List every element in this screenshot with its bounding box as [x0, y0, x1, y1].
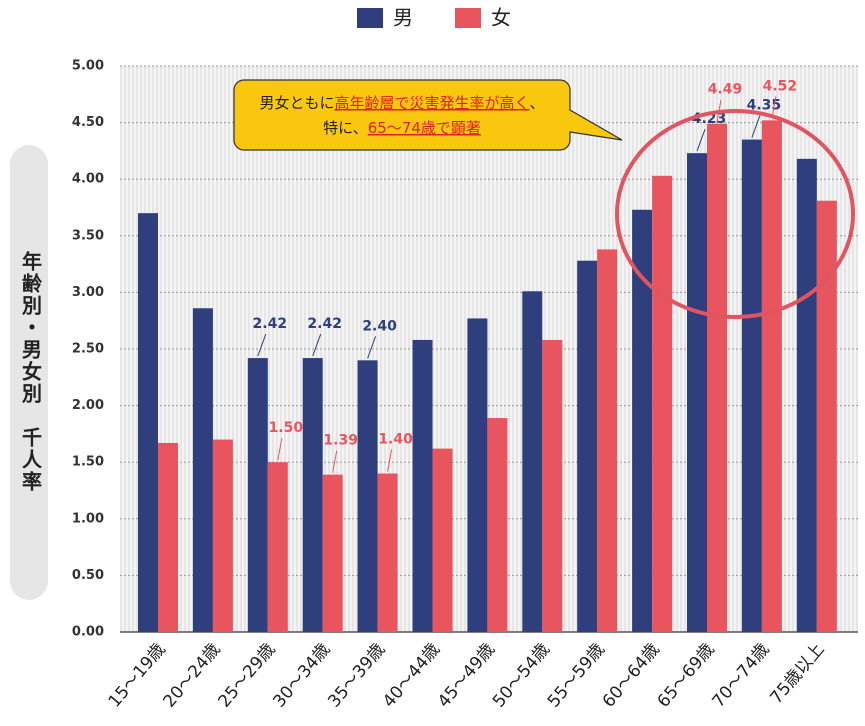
y-tick-label: 0.00	[72, 625, 104, 640]
x-tick-label: 40〜44歳	[379, 640, 444, 712]
data-label: 1.40	[378, 432, 413, 448]
bar	[577, 260, 598, 632]
bar	[761, 120, 782, 632]
x-tick-label: 20〜24歳	[160, 640, 225, 712]
x-tick-label: 45〜49歳	[434, 640, 499, 712]
bar	[632, 209, 653, 632]
y-tick-label: 5.00	[72, 59, 104, 74]
data-label: 1.39	[323, 433, 358, 449]
x-tick-label: 55〜59歳	[544, 640, 609, 712]
bar	[542, 339, 563, 632]
x-tick-label: 30〜34歳	[269, 640, 334, 712]
callout-segment: 特に、	[323, 119, 368, 137]
callout-box	[233, 79, 623, 151]
callout-segment: 高年齢層で災害発生率が高く	[334, 94, 529, 112]
x-tick-label: 35〜39歳	[324, 640, 389, 712]
label-leader	[312, 333, 322, 357]
bar	[247, 358, 268, 632]
y-tick-label: 2.50	[72, 342, 104, 357]
data-label: 4.52	[763, 78, 798, 94]
bar	[652, 175, 673, 632]
callout-segment: 男女ともに	[259, 94, 334, 112]
data-label: 1.50	[269, 420, 304, 436]
x-tick-label: 25〜29歳	[214, 640, 279, 712]
bar	[687, 153, 707, 632]
label-leader	[367, 336, 377, 359]
legend-swatch	[455, 8, 481, 28]
bar	[138, 213, 158, 632]
bar	[192, 308, 213, 632]
x-tick-label: 65〜69歳	[654, 640, 719, 712]
label-leader	[277, 438, 283, 461]
callout-text: 特に、65〜74歳で顕著	[323, 119, 481, 137]
y-axis-label: 年齢別・男女別 千人率	[19, 250, 43, 493]
bar	[487, 418, 508, 632]
bar	[467, 318, 488, 632]
y-label-pill	[10, 145, 48, 600]
bar	[267, 462, 288, 632]
callout-text: 男女ともに高年齢層で災害発生率が高く、	[259, 94, 544, 112]
bar	[322, 474, 343, 632]
label-leader	[751, 115, 761, 138]
x-tick-label: 60〜64歳	[599, 640, 664, 712]
bar	[302, 358, 323, 632]
bar	[741, 139, 762, 632]
y-tick-label: 4.50	[72, 115, 104, 130]
data-label: 2.42	[253, 316, 288, 332]
y-tick-label: 3.00	[72, 285, 104, 300]
data-label: 4.35	[747, 98, 782, 114]
x-tick-label: 70〜74歳	[709, 640, 774, 712]
bar	[212, 439, 233, 632]
x-tick-label: 75歳以上	[766, 640, 828, 709]
bar	[796, 158, 817, 632]
bar	[816, 200, 837, 632]
x-tick-label: 15〜19歳	[105, 640, 170, 712]
legend-label: 女	[491, 6, 511, 30]
bar	[412, 339, 433, 632]
bar	[377, 473, 398, 632]
bar	[707, 123, 727, 633]
bar	[522, 291, 543, 632]
label-leader	[257, 333, 267, 357]
highlight-circle	[615, 109, 855, 319]
bar	[432, 448, 453, 632]
y-tick-label: 2.00	[72, 398, 104, 413]
bar	[597, 249, 618, 632]
bar	[158, 442, 178, 632]
callout-segment: 65〜74歳で顕著	[368, 119, 481, 137]
label-leader	[332, 450, 338, 473]
label-leader	[696, 128, 706, 152]
callout-segment: 、	[530, 94, 545, 112]
y-tick-label: 4.00	[72, 172, 104, 187]
label-leader	[387, 449, 393, 472]
x-tick-label: 50〜54歳	[489, 640, 554, 712]
y-tick-label: 1.00	[72, 511, 104, 526]
legend-label: 男	[393, 6, 413, 30]
bar	[357, 360, 378, 632]
legend-swatch	[357, 8, 383, 28]
y-tick-label: 1.50	[72, 455, 104, 470]
data-label: 4.49	[708, 82, 743, 98]
data-label: 2.40	[362, 318, 397, 334]
y-tick-label: 3.50	[72, 228, 104, 243]
data-label: 2.42	[307, 316, 342, 332]
y-tick-label: 0.50	[72, 568, 104, 583]
